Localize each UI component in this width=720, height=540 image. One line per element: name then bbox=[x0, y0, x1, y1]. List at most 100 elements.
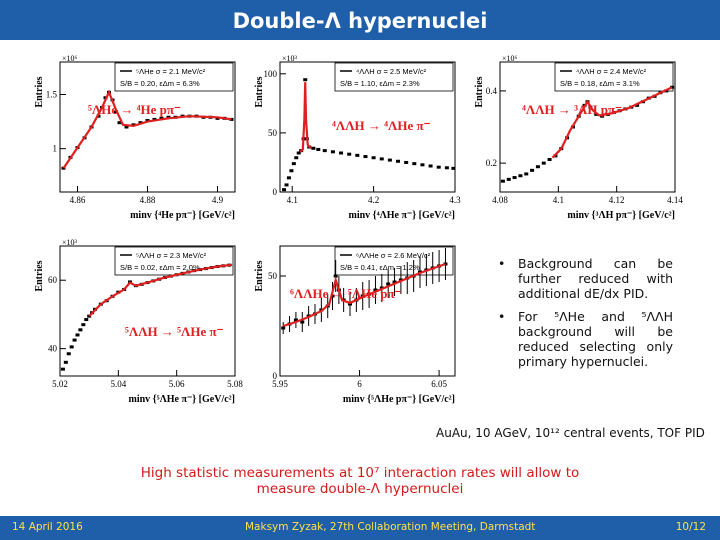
y-tick-label: 50 bbox=[268, 271, 278, 281]
bullet-dot: • bbox=[498, 309, 506, 324]
data-point bbox=[535, 165, 540, 169]
data-point bbox=[300, 320, 305, 324]
legend-entry: ⁴ΛΛH σ = 2.5 MeV/c² bbox=[356, 67, 427, 76]
data-point bbox=[600, 114, 605, 118]
x-tick-label: 5.04 bbox=[110, 379, 126, 389]
x-axis-label: minv {⁵ΛHe π⁻} [GeV/c²] bbox=[128, 394, 235, 405]
data-point bbox=[373, 288, 378, 292]
plot-frame bbox=[279, 245, 456, 377]
x-tick-label: 4.9 bbox=[212, 195, 224, 205]
legend-box bbox=[334, 62, 454, 92]
x-tick-label: 5.06 bbox=[169, 379, 185, 389]
x-tick-label: 4.1 bbox=[553, 195, 564, 205]
y-tick-label: 60 bbox=[48, 275, 58, 285]
data-point bbox=[379, 157, 384, 161]
fit-curve bbox=[88, 263, 233, 317]
data-point bbox=[229, 117, 234, 121]
highlight-line: measure double-Λ hypernuclei bbox=[256, 481, 464, 497]
y-tick-label: 100 bbox=[264, 69, 278, 79]
data-point bbox=[444, 166, 449, 170]
data-point bbox=[500, 179, 505, 183]
slide-title: Double-Λ hypernuclei bbox=[232, 9, 488, 33]
data-point bbox=[117, 121, 122, 125]
footer-bar: 14 April 2016 Maksym Zyzak, 27th Collabo… bbox=[0, 516, 720, 540]
legend-entry: ⁶ΛΛHe σ = 2.6 MeV/c² bbox=[356, 251, 431, 260]
data-point bbox=[84, 318, 89, 322]
chart-panel-4: 5.02 5.04 5.06 5.08 40 60 Entries ×10³ minv {⁵ΛH… bbox=[30, 236, 245, 414]
data-point bbox=[81, 323, 86, 327]
reaction-label: ⁶ΛΛHe → ⁵ΛHe pπ⁻ bbox=[290, 286, 402, 301]
data-point bbox=[396, 159, 401, 163]
data-point bbox=[286, 176, 291, 180]
reaction-label: ⁵ΛΛH → ⁵ΛHe π⁻ bbox=[125, 324, 224, 339]
data-point bbox=[66, 352, 71, 356]
data-point bbox=[293, 318, 298, 322]
legend-entry: S/B = 0.02, εΔm = 2.0% bbox=[120, 263, 200, 272]
y-multiplier: ×10⁶ bbox=[62, 54, 78, 63]
x-tick-label: 4.1 bbox=[287, 195, 298, 205]
fit-curve bbox=[282, 262, 446, 328]
plot-frame bbox=[279, 61, 456, 193]
y-axis-label: Entries bbox=[254, 76, 265, 107]
reaction-label: ⁵ΛHe → ⁴He pπ⁻ bbox=[88, 102, 181, 117]
legend-entry: ⁵ΛHe σ = 2.1 MeV/c² bbox=[136, 67, 206, 76]
y-multiplier: ×10⁶ bbox=[502, 54, 518, 63]
x-tick-label: 4.86 bbox=[70, 195, 86, 205]
y-tick-label: 1 bbox=[53, 144, 58, 154]
data-point bbox=[87, 314, 92, 318]
data-point bbox=[72, 338, 77, 342]
x-tick-label: 5.95 bbox=[272, 379, 288, 389]
data-point bbox=[530, 168, 535, 172]
legend-box bbox=[334, 246, 454, 276]
plot-frame bbox=[499, 61, 676, 193]
data-point bbox=[355, 153, 360, 157]
x-axis-label: minv {³ΛH pπ⁻} [GeV/c²] bbox=[567, 210, 675, 221]
data-point bbox=[339, 151, 344, 155]
data-point bbox=[282, 188, 287, 192]
data-point bbox=[512, 176, 517, 180]
fit-curve bbox=[62, 89, 232, 169]
data-point bbox=[541, 161, 546, 165]
legend-entry: S/B = 0.18, εΔm = 3.1% bbox=[560, 79, 640, 88]
x-tick-label: 4.88 bbox=[140, 195, 156, 205]
data-point bbox=[296, 151, 301, 155]
data-point bbox=[60, 367, 65, 371]
data-point bbox=[404, 160, 409, 164]
legend-entry: ⁴ΛΛH σ = 2.4 MeV/c² bbox=[576, 67, 647, 76]
y-tick-label: 50 bbox=[268, 128, 278, 138]
x-axis-label: minv {⁴He pπ⁻} [GeV/c²] bbox=[130, 210, 235, 221]
data-point bbox=[518, 174, 523, 178]
legend-box bbox=[554, 62, 674, 92]
legend-entry: ⁵ΛΛH σ = 2.3 MeV/c² bbox=[136, 251, 207, 260]
data-point bbox=[392, 280, 397, 284]
legend: ⁴ΛΛH σ = 2.5 MeV/c² S/B = 1.10, εΔm = 2.3… bbox=[334, 62, 454, 92]
y-axis-label: Entries bbox=[34, 76, 45, 107]
chart-panel-1: 4.86 4.88 4.9 1 1.5 Entries ×10⁶ minv {⁴He pπ⁻}… bbox=[30, 52, 245, 230]
chart-panel-3: 4.08 4.1 4.12 4.14 0.2 0.4 Entries ×10⁶ minv {³Λ… bbox=[470, 52, 685, 230]
y-axis-label: Entries bbox=[254, 260, 265, 291]
y-tick-label: 0.2 bbox=[486, 158, 497, 168]
data-point bbox=[69, 345, 74, 349]
data-point bbox=[75, 333, 80, 337]
y-axis-label: Entries bbox=[474, 76, 485, 107]
data-point bbox=[303, 78, 308, 82]
y-multiplier: ×10³ bbox=[62, 238, 78, 247]
footer-page-number: 10/12 bbox=[675, 521, 706, 533]
data-point bbox=[387, 158, 392, 162]
slide-title-bar: Double-Λ hypernuclei bbox=[0, 0, 720, 40]
bullet-item: • For ⁵ΛHe and ⁵ΛΛH background will be r… bbox=[498, 309, 673, 369]
legend: ⁶ΛΛHe σ = 2.6 MeV/c² S/B = 0.41, εΔm = 1.… bbox=[334, 246, 454, 276]
x-tick-label: 4.2 bbox=[368, 195, 379, 205]
y-tick-label: 0 bbox=[273, 187, 278, 197]
data-point bbox=[524, 172, 529, 176]
x-tick-label: 4.14 bbox=[667, 195, 683, 205]
data-point bbox=[347, 152, 352, 156]
y-tick-label: 0 bbox=[273, 371, 278, 381]
data-point bbox=[322, 149, 327, 153]
bullet-list: • Background can be further reduced with… bbox=[498, 256, 673, 377]
bullet-text: Background can be further reduced with a… bbox=[518, 256, 673, 301]
